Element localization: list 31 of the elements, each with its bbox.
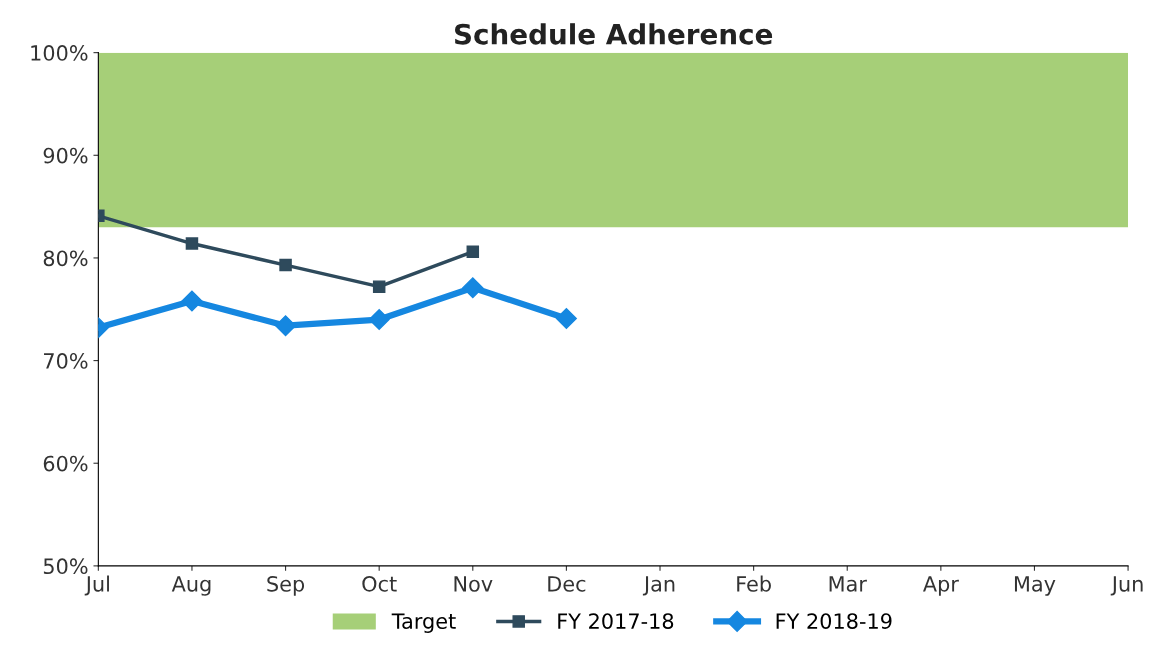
y-tick-label: 50% [43, 558, 88, 575]
y-tick-label: 80% [43, 250, 88, 267]
legend-label: Target [391, 613, 456, 634]
legend-label: FY 2017-18 [558, 613, 674, 629]
x-tick-label: Oct [362, 575, 397, 592]
y-tick-label: 70% [44, 353, 88, 369]
y-tick-label: 60% [43, 455, 88, 472]
point [279, 258, 292, 272]
x-tick-label: Jun [1110, 576, 1143, 596]
y-tick-label: 90% [43, 147, 88, 164]
point [185, 237, 199, 250]
point [462, 277, 484, 299]
x-tick-label: Mar [829, 576, 867, 592]
x-tick-label: Feb [737, 575, 771, 592]
point [275, 315, 297, 337]
legend-label: FY 2018-19 [776, 613, 892, 629]
point [372, 280, 386, 293]
point [181, 290, 203, 312]
x-tick-label: Jul [84, 575, 109, 596]
x-tick-label: Dec [548, 576, 586, 592]
x-tick-label: Apr [922, 576, 959, 596]
x-tick-label: Jan [642, 576, 675, 596]
x-tick-label: Nov [454, 576, 493, 592]
x-tick-label: Aug [171, 576, 211, 596]
x-tick-label: May [1014, 576, 1056, 596]
y-tick-label: 100% [31, 45, 88, 61]
point [555, 307, 577, 330]
point [466, 245, 480, 259]
chart-title: Schedule Adherence [455, 23, 773, 45]
point [368, 309, 390, 331]
x-tick-label: Sep [267, 575, 305, 596]
